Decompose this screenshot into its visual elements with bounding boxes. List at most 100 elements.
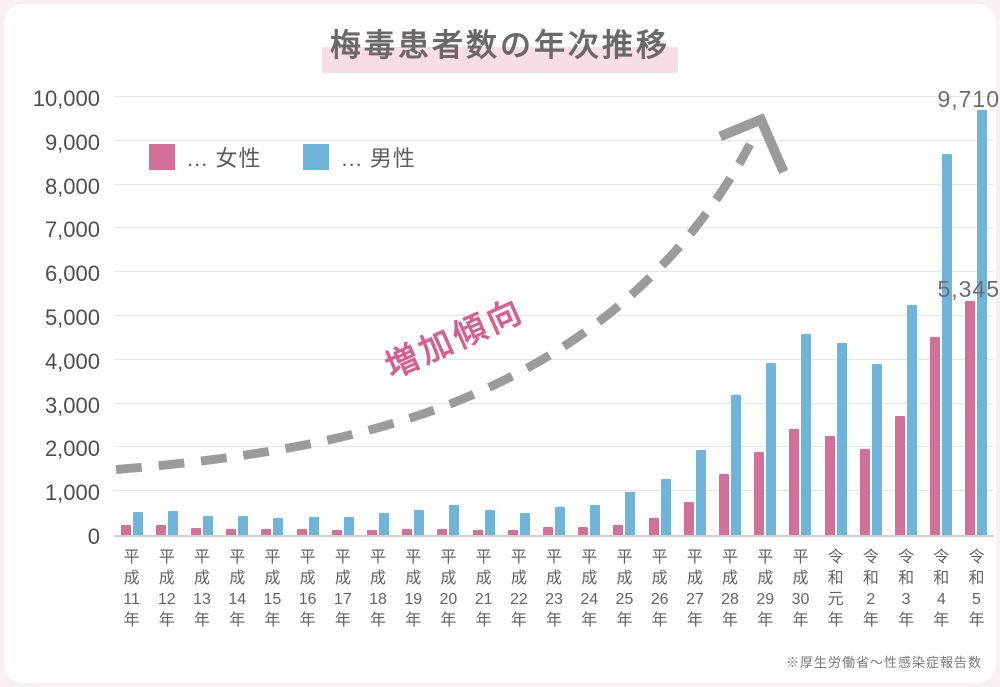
bar-男性-令和3年 [907, 305, 918, 535]
x-tick-label-平成21年: 平成 21 年 [474, 549, 493, 629]
title-wrap: 梅毒患者数の年次推移 [4, 20, 996, 73]
legend-label-female: ... 女性 [187, 146, 262, 171]
x-tick-label-平成14年: 平成 14 年 [228, 549, 247, 629]
bar-group-平成30年 [783, 334, 818, 535]
bar-女性-平成28年 [719, 474, 730, 535]
x-tick-label-平成16年: 平成 16 年 [298, 549, 317, 629]
bar-group-令和元年 [818, 343, 853, 535]
bar-男性-平成14年 [238, 516, 249, 535]
bar-女性-令和5年 [965, 301, 976, 535]
bar-女性-平成30年 [789, 429, 800, 535]
bar-group-平成18年 [360, 513, 395, 535]
bar-男性-平成24年 [590, 505, 601, 535]
bar-男性-平成16年 [308, 517, 319, 535]
bar-group-平成27年 [677, 450, 712, 535]
bar-男性-平成28年 [731, 395, 742, 535]
bar-女性-平成11年 [120, 525, 131, 535]
bar-女性-平成21年 [472, 530, 483, 535]
legend-item-male: ... 男性 [303, 141, 415, 173]
source-note: ※厚生労働省～性感染症報告数 [785, 655, 982, 670]
y-tick-label-10000: 10,000 [32, 86, 100, 111]
gridline-9000 [114, 139, 994, 141]
x-tick-label-平成20年: 平成 20 年 [439, 549, 458, 629]
male-swatch-icon [303, 144, 330, 170]
value-label-male-reiwa5: 9,710 [937, 86, 1000, 112]
chart-card: 梅毒患者数の年次推移 0 1,000 2,000 3,000 4,000 5,000 6,0… [4, 4, 999, 683]
bar-男性-平成29年 [766, 363, 777, 535]
y-tick-label-0: 0 [87, 524, 100, 549]
bar-女性-平成23年 [543, 527, 554, 535]
x-tick-label-平成23年: 平成 23 年 [545, 549, 563, 629]
x-tick-label-平成24年: 平成 24 年 [580, 549, 599, 629]
bar-男性-平成13年 [203, 516, 213, 535]
bar-女性-令和4年 [930, 337, 941, 535]
x-tick-label-平成28年: 平成 28 年 [721, 549, 739, 629]
bar-女性-平成27年 [683, 502, 694, 535]
bar-group-平成16年 [290, 517, 325, 535]
bar-女性-令和2年 [859, 449, 870, 535]
bar-男性-令和5年 [977, 110, 988, 535]
y-tick-label-9000: 9,000 [44, 129, 100, 155]
bar-男性-令和4年 [942, 154, 953, 535]
bar-男性-令和2年 [871, 364, 882, 535]
x-tick-label-平成13年: 平成 13 年 [193, 549, 211, 629]
x-tick-label-平成26年: 平成 26 年 [650, 549, 669, 629]
y-tick-label-4000: 4,000 [44, 348, 100, 374]
legend-item-female: ... 女性 [149, 141, 261, 173]
x-tick-label-平成22年: 平成 22 年 [509, 549, 528, 629]
bar-女性-平成20年 [437, 529, 448, 535]
gridline-10000 [114, 96, 994, 97]
bar-女性-平成26年 [648, 518, 659, 535]
bar-男性-平成23年 [555, 507, 566, 535]
bar-女性-平成12年 [155, 525, 166, 535]
bar-group-平成20年 [431, 505, 466, 535]
bar-group-平成13年 [184, 516, 219, 535]
bar-group-平成22年 [501, 513, 536, 535]
bar-group-平成12年 [149, 511, 184, 535]
bar-group-平成14年 [220, 516, 255, 535]
bar-group-令和5年 [959, 110, 994, 535]
x-tick-label-平成27年: 平成 27 年 [685, 549, 704, 629]
bar-男性-平成21年 [484, 510, 495, 535]
bar-男性-平成11年 [132, 512, 143, 535]
bar-女性-令和元年 [824, 436, 835, 535]
bar-group-令和3年 [888, 305, 923, 535]
bar-group-平成15年 [255, 518, 290, 535]
y-tick-label-1000: 1,000 [44, 480, 100, 506]
legend-label-male: ... 男性 [341, 146, 416, 171]
bar-女性-平成25年 [613, 525, 624, 535]
bar-男性-平成20年 [449, 505, 460, 535]
bar-男性-平成15年 [273, 518, 284, 535]
x-tick-label-平成19年: 平成 19 年 [404, 549, 423, 629]
bar-女性-平成16年 [296, 529, 307, 535]
bar-男性-平成26年 [660, 479, 671, 535]
bar-女性-平成14年 [226, 529, 237, 535]
bar-group-平成17年 [325, 517, 360, 535]
bar-男性-平成18年 [379, 513, 390, 535]
y-tick-label-2000: 2,000 [44, 436, 100, 462]
bar-男性-平成19年 [414, 510, 425, 535]
y-tick-label-3000: 3,000 [44, 392, 100, 418]
bar-女性-平成13年 [191, 528, 201, 535]
x-tick-label-平成11年: 平成 11 年 [123, 549, 140, 629]
bar-男性-平成17年 [343, 517, 354, 535]
bar-group-平成24年 [572, 505, 607, 535]
y-tick-label-8000: 8,000 [44, 173, 100, 199]
bar-groups [114, 99, 994, 535]
y-tick-label-6000: 6,000 [44, 261, 100, 287]
bar-group-令和4年 [924, 154, 959, 535]
x-tick-label-平成29年: 平成 29 年 [756, 549, 775, 629]
bar-group-令和2年 [853, 364, 888, 535]
bar-女性-平成18年 [367, 530, 378, 535]
bar-女性-平成29年 [754, 452, 765, 535]
x-tick-label-平成30年: 平成 30 年 [791, 549, 810, 629]
bar-男性-平成22年 [519, 513, 530, 535]
legend: ... 女性 ... 男性 [149, 141, 416, 173]
bar-男性-平成30年 [801, 334, 812, 535]
x-tick-label-平成25年: 平成 25 年 [615, 549, 634, 629]
bar-男性-令和元年 [836, 343, 847, 535]
x-tick-label-平成15年: 平成 15 年 [263, 549, 282, 629]
bar-女性-平成24年 [578, 527, 589, 535]
